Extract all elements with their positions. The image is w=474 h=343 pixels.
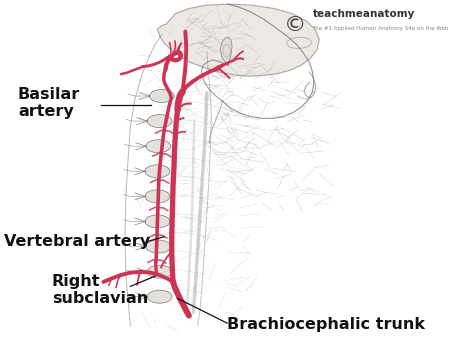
Text: Basilar
artery: Basilar artery: [18, 87, 80, 119]
Ellipse shape: [146, 140, 171, 153]
Text: Right
subclavian: Right subclavian: [52, 274, 148, 306]
Ellipse shape: [147, 265, 172, 278]
Ellipse shape: [149, 90, 174, 103]
Ellipse shape: [145, 165, 170, 178]
Text: ©: ©: [284, 15, 307, 35]
Text: Brachiocephalic trunk: Brachiocephalic trunk: [227, 317, 425, 332]
Polygon shape: [157, 4, 319, 76]
Text: Vertebral artery: Vertebral artery: [4, 234, 151, 249]
Ellipse shape: [147, 290, 172, 303]
Ellipse shape: [147, 115, 172, 128]
Polygon shape: [220, 37, 232, 65]
Text: teachmeanatomy: teachmeanatomy: [312, 9, 415, 19]
Ellipse shape: [145, 215, 170, 228]
Ellipse shape: [146, 240, 171, 253]
Text: The #1 Applied Human Anatomy Site on the Web: The #1 Applied Human Anatomy Site on the…: [312, 26, 449, 32]
Ellipse shape: [145, 190, 170, 203]
